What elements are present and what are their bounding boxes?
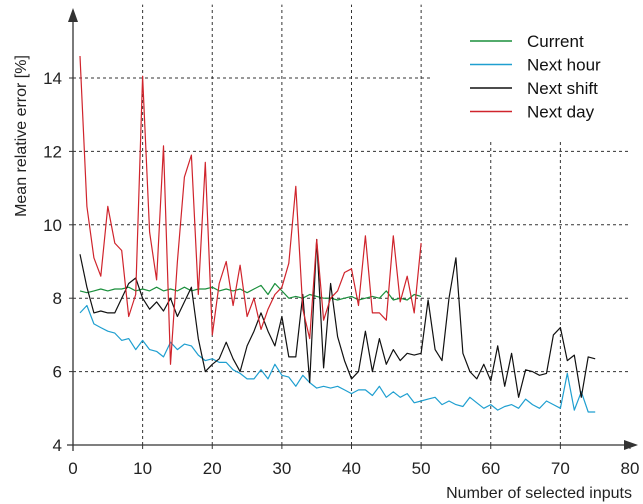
y-tick-label: 10 — [43, 216, 62, 235]
series-line-next-shift — [79, 238, 596, 398]
legend-label: Next shift — [527, 79, 598, 98]
x-axis-arrow — [624, 440, 638, 450]
y-tick-label: 14 — [43, 69, 62, 88]
y-axis-arrow — [68, 8, 78, 22]
tick-labels: 0 10 20 30 40 50 60 70 80 4 6 8 10 12 14 — [43, 69, 639, 478]
series-line-current — [79, 282, 422, 301]
x-tick-label: 10 — [133, 459, 152, 478]
x-tick-label: 30 — [272, 459, 291, 478]
x-tick-label: 60 — [481, 459, 500, 478]
x-tick-label: 50 — [412, 459, 431, 478]
legend-label: Current — [527, 32, 584, 51]
axes — [67, 8, 638, 451]
x-axis-label: Number of selected inputs — [446, 485, 632, 502]
legend-label: Next hour — [527, 56, 601, 75]
series-lines — [79, 55, 596, 413]
legend-label: Next day — [527, 103, 595, 122]
x-tick-label: 20 — [203, 459, 222, 478]
series-line-next-hour — [79, 304, 596, 413]
y-tick-label: 4 — [53, 436, 62, 455]
grid-lines — [73, 4, 630, 445]
x-tick-label: 70 — [551, 459, 570, 478]
y-tick-label: 12 — [43, 142, 62, 161]
x-tick-label: 0 — [68, 459, 77, 478]
x-tick-label: 80 — [621, 459, 640, 478]
y-axis-label: Mean relative error [%] — [13, 55, 30, 217]
y-tick-label: 6 — [53, 363, 62, 382]
y-tick-label: 8 — [53, 289, 62, 308]
legend: Current Next hour Next shift Next day — [462, 22, 622, 130]
series-line-next-day — [79, 55, 422, 365]
x-tick-label: 40 — [342, 459, 361, 478]
